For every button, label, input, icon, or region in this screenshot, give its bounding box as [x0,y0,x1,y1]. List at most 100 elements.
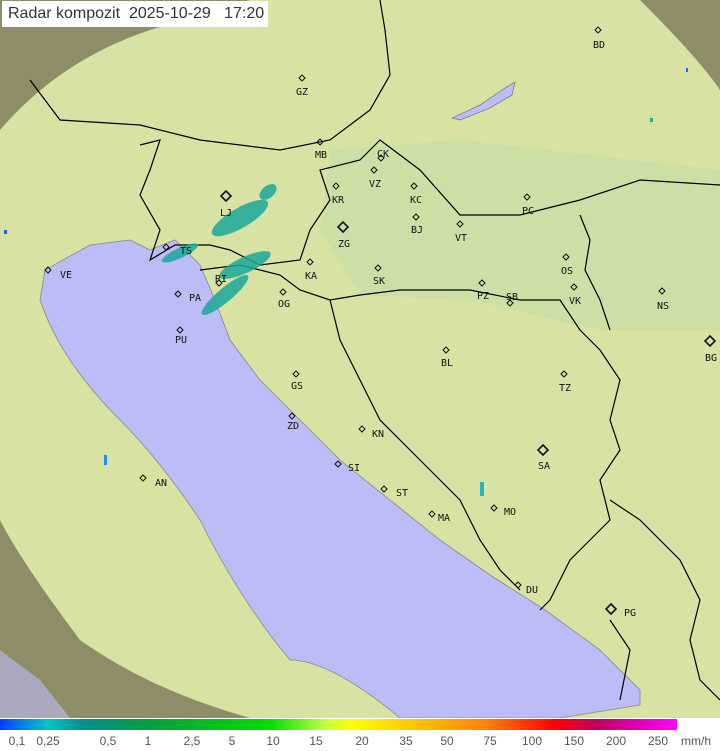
city-marker-icon [490,504,498,512]
city-label: NS [657,301,669,312]
city-label: PC [522,206,534,217]
city-marker-icon [298,74,306,82]
city-label: SB [506,292,518,303]
map-title: Radar kompozit 2025-10-29 17:20 [2,1,268,27]
city-label: OG [278,299,290,310]
legend-tick: 0,25 [36,734,60,748]
city-label: TZ [559,383,571,394]
city-label: SA [538,461,550,472]
city-marker-icon [215,279,223,287]
city-marker-icon [536,443,550,457]
lowland-area [320,140,720,330]
city-label: VZ [369,179,381,190]
city-marker-icon [306,258,314,266]
city-label: LJ [220,208,232,219]
radar-echoes [4,68,688,496]
legend-tick: 5 [228,734,236,748]
legend-tick: 200 [605,734,627,748]
city-label: VK [569,296,581,307]
city-label: VE [60,270,72,281]
city-marker-icon [174,290,182,298]
legend-tick: 20 [355,734,369,748]
city-marker-icon [523,193,531,201]
legend-tick: 50 [440,734,454,748]
legend-tick: 250 [647,734,669,748]
city-label: MA [438,513,450,524]
city-marker-icon [506,299,514,307]
city-label: SI [348,463,360,474]
lake-balaton [451,81,516,121]
legend-tick: 1 [144,734,152,748]
city-marker-icon [514,581,522,589]
city-label: PG [624,608,636,619]
legend-tick: 100 [521,734,543,748]
city-marker-icon [334,460,342,468]
sea-corner [0,650,70,718]
legend-tick: 0,1 [8,734,26,748]
city-label: PA [189,293,201,304]
city-marker-icon [560,370,568,378]
city-label: PU [175,335,187,346]
city-label: BJ [411,225,423,236]
city-marker-icon [288,412,296,420]
city-marker-icon [594,26,602,34]
legend-tick: 15 [309,734,323,748]
city-label: ST [396,488,408,499]
city-marker-icon [412,213,420,221]
city-marker-icon [428,510,436,518]
city-label: GZ [296,87,308,98]
city-marker-icon [370,166,378,174]
city-marker-icon [176,326,184,334]
legend-tick: 35 [399,734,413,748]
city-label: RI [215,274,227,285]
legend-tick: 10 [266,734,280,748]
city-marker-icon [336,220,350,234]
city-marker-icon [380,485,388,493]
city-marker-icon [139,474,147,482]
city-marker-icon [279,288,287,296]
city-marker-icon [703,334,717,348]
city-label: CK [377,149,389,160]
city-label: KN [372,429,384,440]
city-marker-icon [478,279,486,287]
city-marker-icon [162,243,170,251]
country-borders [29,0,720,701]
city-marker-icon [358,425,366,433]
city-label: KR [332,195,345,206]
city-marker-icon [410,182,418,190]
legend-tick: 150 [563,734,585,748]
city-marker-icon [658,287,666,295]
city-marker-icon [292,370,300,378]
city-marker-icon [44,266,52,274]
city-label: MB [315,150,327,161]
city-label: KC [410,195,422,206]
legend-tick: 2,5 [183,734,201,748]
title-time: 17:20 [224,5,265,22]
city-marker-icon [570,283,578,291]
legend-tick: 75 [483,734,497,748]
legend-unit: mm/h [681,734,711,748]
city-label: BL [441,358,453,369]
city-label: OS [561,266,573,277]
city-marker-icon [456,220,464,228]
city-label: AN [155,478,167,489]
title-date: 2025-10-29 [128,5,211,22]
city-label: BD [593,40,605,51]
city-marker-icon [442,346,450,354]
precipitation-legend: 0,1 0,25 0,5 1 2,5 5 10 15 20 35 50 75 100 150 200 250 … [0,718,720,751]
city-label: BG [705,353,717,364]
city-marker-icon [316,138,324,146]
city-markers: BD GZ MB CK VZ KR KC PC LJ BJ VT ZG TS VE KA SK OS PZ SB VK… [44,26,717,619]
city-label: KA [305,271,317,282]
title-label: Radar kompozit [8,5,121,22]
city-marker-icon [604,602,618,616]
city-label: ZD [287,421,299,432]
city-label: VT [455,233,467,244]
city-marker-icon [332,182,340,190]
city-marker-icon [374,264,382,272]
city-label: GS [291,381,303,392]
radar-map: BD GZ MB CK VZ KR KC PC LJ BJ VT ZG TS VE KA SK OS PZ SB VK… [0,0,720,718]
city-marker-icon [562,253,570,261]
city-marker-icon [377,154,385,162]
city-label: ZG [338,239,350,250]
